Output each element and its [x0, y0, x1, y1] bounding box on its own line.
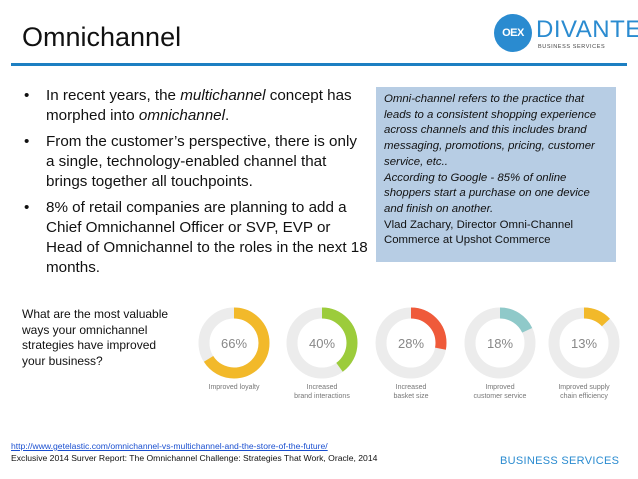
bullet-item: • 8% of retail companies are planning to… [24, 198, 369, 278]
donut-caption-line: brand interactions [294, 392, 350, 400]
donut-svg: 13% [548, 307, 620, 379]
bullet-emphasis: multichannel [180, 87, 266, 104]
donut-caption: Improved supply chain efficiency [542, 384, 626, 401]
title-divider [11, 63, 627, 66]
donut-caption-line: basket size [393, 392, 429, 400]
donut-arc [464, 307, 536, 379]
page-title: Omnichannel [22, 22, 182, 52]
donut-arc [548, 307, 620, 379]
donut-chart: 40% Increased brand interactions [280, 305, 364, 420]
source-link[interactable]: http://www.getelastic.com/omnichannel-vs… [11, 441, 328, 451]
donut-arc [286, 307, 358, 379]
definition-callout: Omni-channel refers to the practice that… [376, 87, 616, 262]
bullet-list: • In recent years, the multichannel conc… [24, 86, 369, 284]
donut-chart: 18% Improved customer service [458, 305, 542, 420]
donut-percent-label: 66% [221, 336, 247, 351]
divante-logo: OEX DIVANTE BUSINESS SERVICES [494, 14, 638, 54]
donut-caption-line: Increased [306, 384, 338, 391]
donut-caption-line: Improved [485, 384, 515, 391]
donut-svg: 40% [286, 307, 358, 379]
bullet-marker: • [24, 199, 30, 216]
donut-caption-line: Improved supply [558, 384, 610, 391]
donut-percent-label: 40% [309, 336, 335, 351]
donut-percent-label: 18% [487, 336, 513, 351]
bullet-text: . [225, 107, 230, 124]
bullet-marker: • [24, 87, 30, 104]
bullet-text: In recent years, the [46, 87, 181, 104]
donut-caption-line: Increased [395, 384, 427, 391]
donut-caption-line: customer service [473, 392, 527, 400]
donut-svg: 18% [464, 307, 536, 379]
donut-caption: Improved loyalty [192, 384, 276, 393]
donut-caption-line: Improved loyalty [208, 384, 260, 391]
donut-svg: 28% [375, 307, 447, 379]
bullet-item: • From the customer’s perspective, there… [24, 132, 369, 192]
donut-chart: 28% Increased basket size [369, 305, 453, 420]
bullet-emphasis: omnichannel [138, 107, 225, 124]
logo-tagline: BUSINESS SERVICES [538, 44, 606, 50]
donut-caption: Increased basket size [369, 384, 453, 401]
donut-caption: Increased brand interactions [280, 384, 364, 401]
donut-chart-row: 66% Improved loyalty 40% Increased brand int… [192, 305, 632, 420]
donut-chart: 66% Improved loyalty [192, 305, 276, 420]
donut-caption-line: chain efficiency [560, 392, 608, 400]
donut-svg: 66% [198, 307, 270, 379]
definition-text: Omni-channel refers to the practice that… [384, 93, 597, 168]
source-citation: Exclusive 2014 Surver Report: The Omnich… [11, 453, 378, 463]
donut-arc [198, 307, 270, 379]
donut-caption: Improved customer service [458, 384, 542, 401]
footer-brand: BUSINESS SERVICES [500, 455, 620, 467]
logo-mark-icon: OEX [494, 14, 532, 52]
bullet-text: 8% of retail companies are planning to a… [46, 199, 368, 276]
survey-question: What are the most valuable ways your omn… [22, 307, 169, 368]
donut-arc [375, 307, 447, 379]
bullet-text: From the customer’s perspective, there i… [46, 133, 357, 190]
bullet-text: concept has morphed into [46, 87, 352, 124]
bullet-marker: • [24, 133, 30, 150]
google-stat-text: According to Google - 85% of online shop… [384, 171, 590, 215]
donut-percent-label: 13% [571, 336, 597, 351]
donut-chart: 13% Improved supply chain efficiency [542, 305, 626, 420]
bullet-item: • In recent years, the multichannel conc… [24, 86, 369, 126]
donut-percent-label: 28% [398, 336, 424, 351]
logo-name: DIVANTE [536, 16, 638, 43]
attribution-text: Vlad Zachary, Director Omni-Channel Comm… [384, 218, 574, 247]
